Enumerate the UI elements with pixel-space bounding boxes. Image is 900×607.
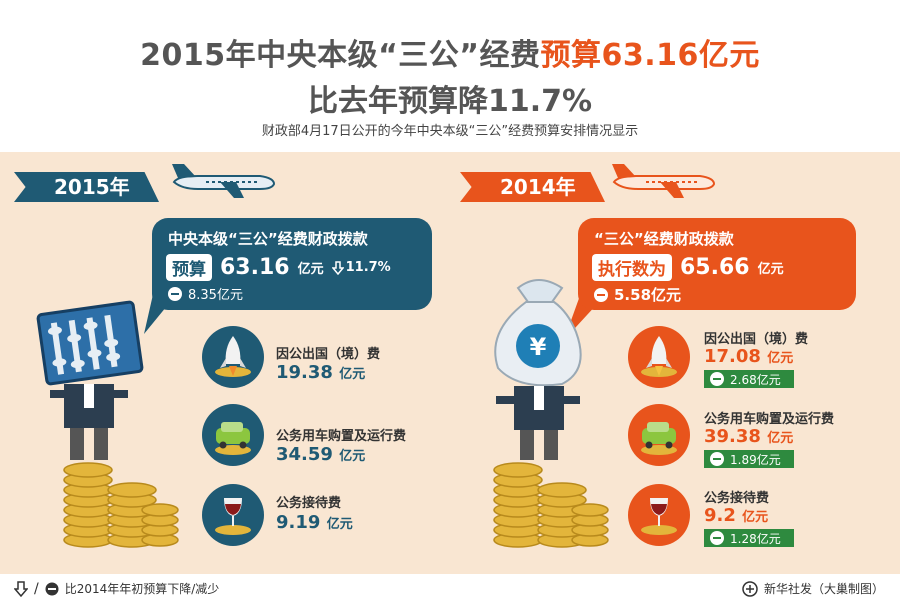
down-arrow-icon <box>331 260 344 275</box>
item-label-reception: 公务接待费 <box>704 491 770 506</box>
travel-item-icon <box>202 326 264 388</box>
value-unit: 亿元 <box>767 351 794 366</box>
minus-circle-icon <box>710 452 724 466</box>
actual-unit: 亿元 <box>757 262 784 277</box>
coin-stack-icon <box>63 462 179 548</box>
minus-circle-icon <box>710 372 724 386</box>
change-badge-reception: 1.28亿元 <box>704 529 794 547</box>
abacus-figure <box>36 300 144 460</box>
budget-row: 预算 63.16 亿元 11.7% <box>166 254 391 281</box>
item-value-car: 39.38 亿元 <box>704 426 793 447</box>
decrease-value: 8.35亿元 <box>188 288 243 303</box>
svg-text:¥: ¥ <box>530 333 547 361</box>
bubble-title: “三公”经费财政拨款 <box>594 230 734 248</box>
minus-circle-icon <box>168 286 182 301</box>
wine-glass-icon <box>215 498 251 535</box>
value-unit: 亿元 <box>767 431 794 446</box>
airplane-icon <box>612 164 716 198</box>
car-item-icon <box>628 404 690 466</box>
budget-badge: 预算 <box>166 254 212 281</box>
item-value-car: 34.59 亿元 <box>276 444 365 465</box>
item-label-travel: 因公出国（境）费 <box>704 332 809 347</box>
xinhua-logo-icon <box>742 580 758 597</box>
wine-glass-icon <box>641 498 677 535</box>
legend-slash: / <box>34 580 39 597</box>
value-number: 19.38 <box>276 362 333 383</box>
page-subtitle: 财政部4月17日公开的今年中央本级“三公”经费预算安排情况显示 <box>261 124 639 139</box>
travel-item-icon <box>628 326 690 388</box>
item-label-reception: 公务接待费 <box>276 496 342 511</box>
budget-decrease: 8.35亿元 <box>168 284 243 303</box>
decrease-value: 5.58亿元 <box>614 286 682 304</box>
year-banner-2014: 2014年 <box>460 172 605 202</box>
credit: 新华社发（大巢制图） <box>742 580 884 597</box>
down-arrow-icon <box>14 580 28 597</box>
value-unit: 亿元 <box>742 510 769 525</box>
value-unit: 亿元 <box>339 367 366 382</box>
item-label-car: 公务用车购置及运行费 <box>704 412 835 427</box>
legend: / 比2014年年初预算下降/减少 <box>14 580 219 597</box>
reception-item-icon <box>202 484 264 546</box>
abacus-icon <box>36 300 144 386</box>
value-number: 17.08 <box>704 346 761 367</box>
actual-bubble-2014: “三公”经费财政拨款 执行数为 65.66 亿元 5.58亿元 <box>578 218 856 310</box>
change-value: 2.68亿元 <box>730 372 781 387</box>
minus-circle-icon <box>594 287 608 302</box>
value-number: 9.2 <box>704 505 736 526</box>
value-unit: 亿元 <box>339 449 366 464</box>
change-badge-travel: 2.68亿元 <box>704 370 794 388</box>
value-number: 34.59 <box>276 444 333 465</box>
airplane-icon <box>172 164 276 198</box>
reception-item-icon <box>628 484 690 546</box>
header: 2015年中央本级“三公”经费预算63.16亿元 比去年预算降11.7% 财政部… <box>0 0 900 150</box>
rocket-icon <box>641 336 677 377</box>
car-icon <box>215 422 251 455</box>
coin-stack-icon <box>493 462 609 548</box>
item-value-travel: 19.38 亿元 <box>276 362 365 383</box>
money-bag-figure: ¥ <box>494 279 582 460</box>
car-item-icon <box>202 404 264 466</box>
page-title: 2015年中央本级“三公”经费预算63.16亿元 <box>0 30 900 74</box>
item-label-car: 公务用车购置及运行费 <box>276 429 407 444</box>
page-title-line2: 比去年预算降11.7% <box>307 84 593 119</box>
change-badge-car: 1.89亿元 <box>704 450 794 468</box>
money-bag-icon: ¥ <box>494 279 582 387</box>
budget-change-pct: 11.7% <box>331 260 391 275</box>
minus-circle-icon <box>45 582 59 595</box>
credit-text: 新华社发（大巢制图） <box>763 582 884 596</box>
pct-value: 11.7% <box>345 260 391 275</box>
value-number: 9.19 <box>276 512 321 533</box>
change-value: 1.28亿元 <box>730 531 781 546</box>
budget-bubble-2015: 中央本级“三公”经费财政拨款 预算 63.16 亿元 11.7% 8.35亿元 <box>152 218 432 310</box>
item-value-reception: 9.2 亿元 <box>704 505 768 526</box>
budget-unit: 亿元 <box>297 262 324 277</box>
actual-badge: 执行数为 <box>592 254 672 281</box>
budget-amount: 63.16 <box>220 255 290 280</box>
item-value-reception: 9.19 亿元 <box>276 512 353 533</box>
title-highlight: 预算63.16亿元 <box>540 38 760 73</box>
value-unit: 亿元 <box>326 517 353 532</box>
legend-text: 比2014年年初预算下降/减少 <box>64 582 220 596</box>
item-value-travel: 17.08 亿元 <box>704 346 793 367</box>
change-value: 1.89亿元 <box>730 452 781 467</box>
title-part1: 2015年中央本级“三公”经费 <box>140 38 541 73</box>
item-label-travel: 因公出国（境）费 <box>276 347 381 362</box>
bubble-title: 中央本级“三公”经费财政拨款 <box>168 230 368 248</box>
actual-amount: 65.66 <box>680 255 750 280</box>
year-banner-2015: 2015年 <box>14 172 159 202</box>
actual-decrease: 5.58亿元 <box>594 284 681 305</box>
minus-circle-icon <box>710 531 724 545</box>
rocket-icon <box>215 336 251 377</box>
car-icon <box>641 422 677 455</box>
actual-row: 执行数为 65.66 亿元 <box>592 254 784 281</box>
value-number: 39.38 <box>704 426 761 447</box>
